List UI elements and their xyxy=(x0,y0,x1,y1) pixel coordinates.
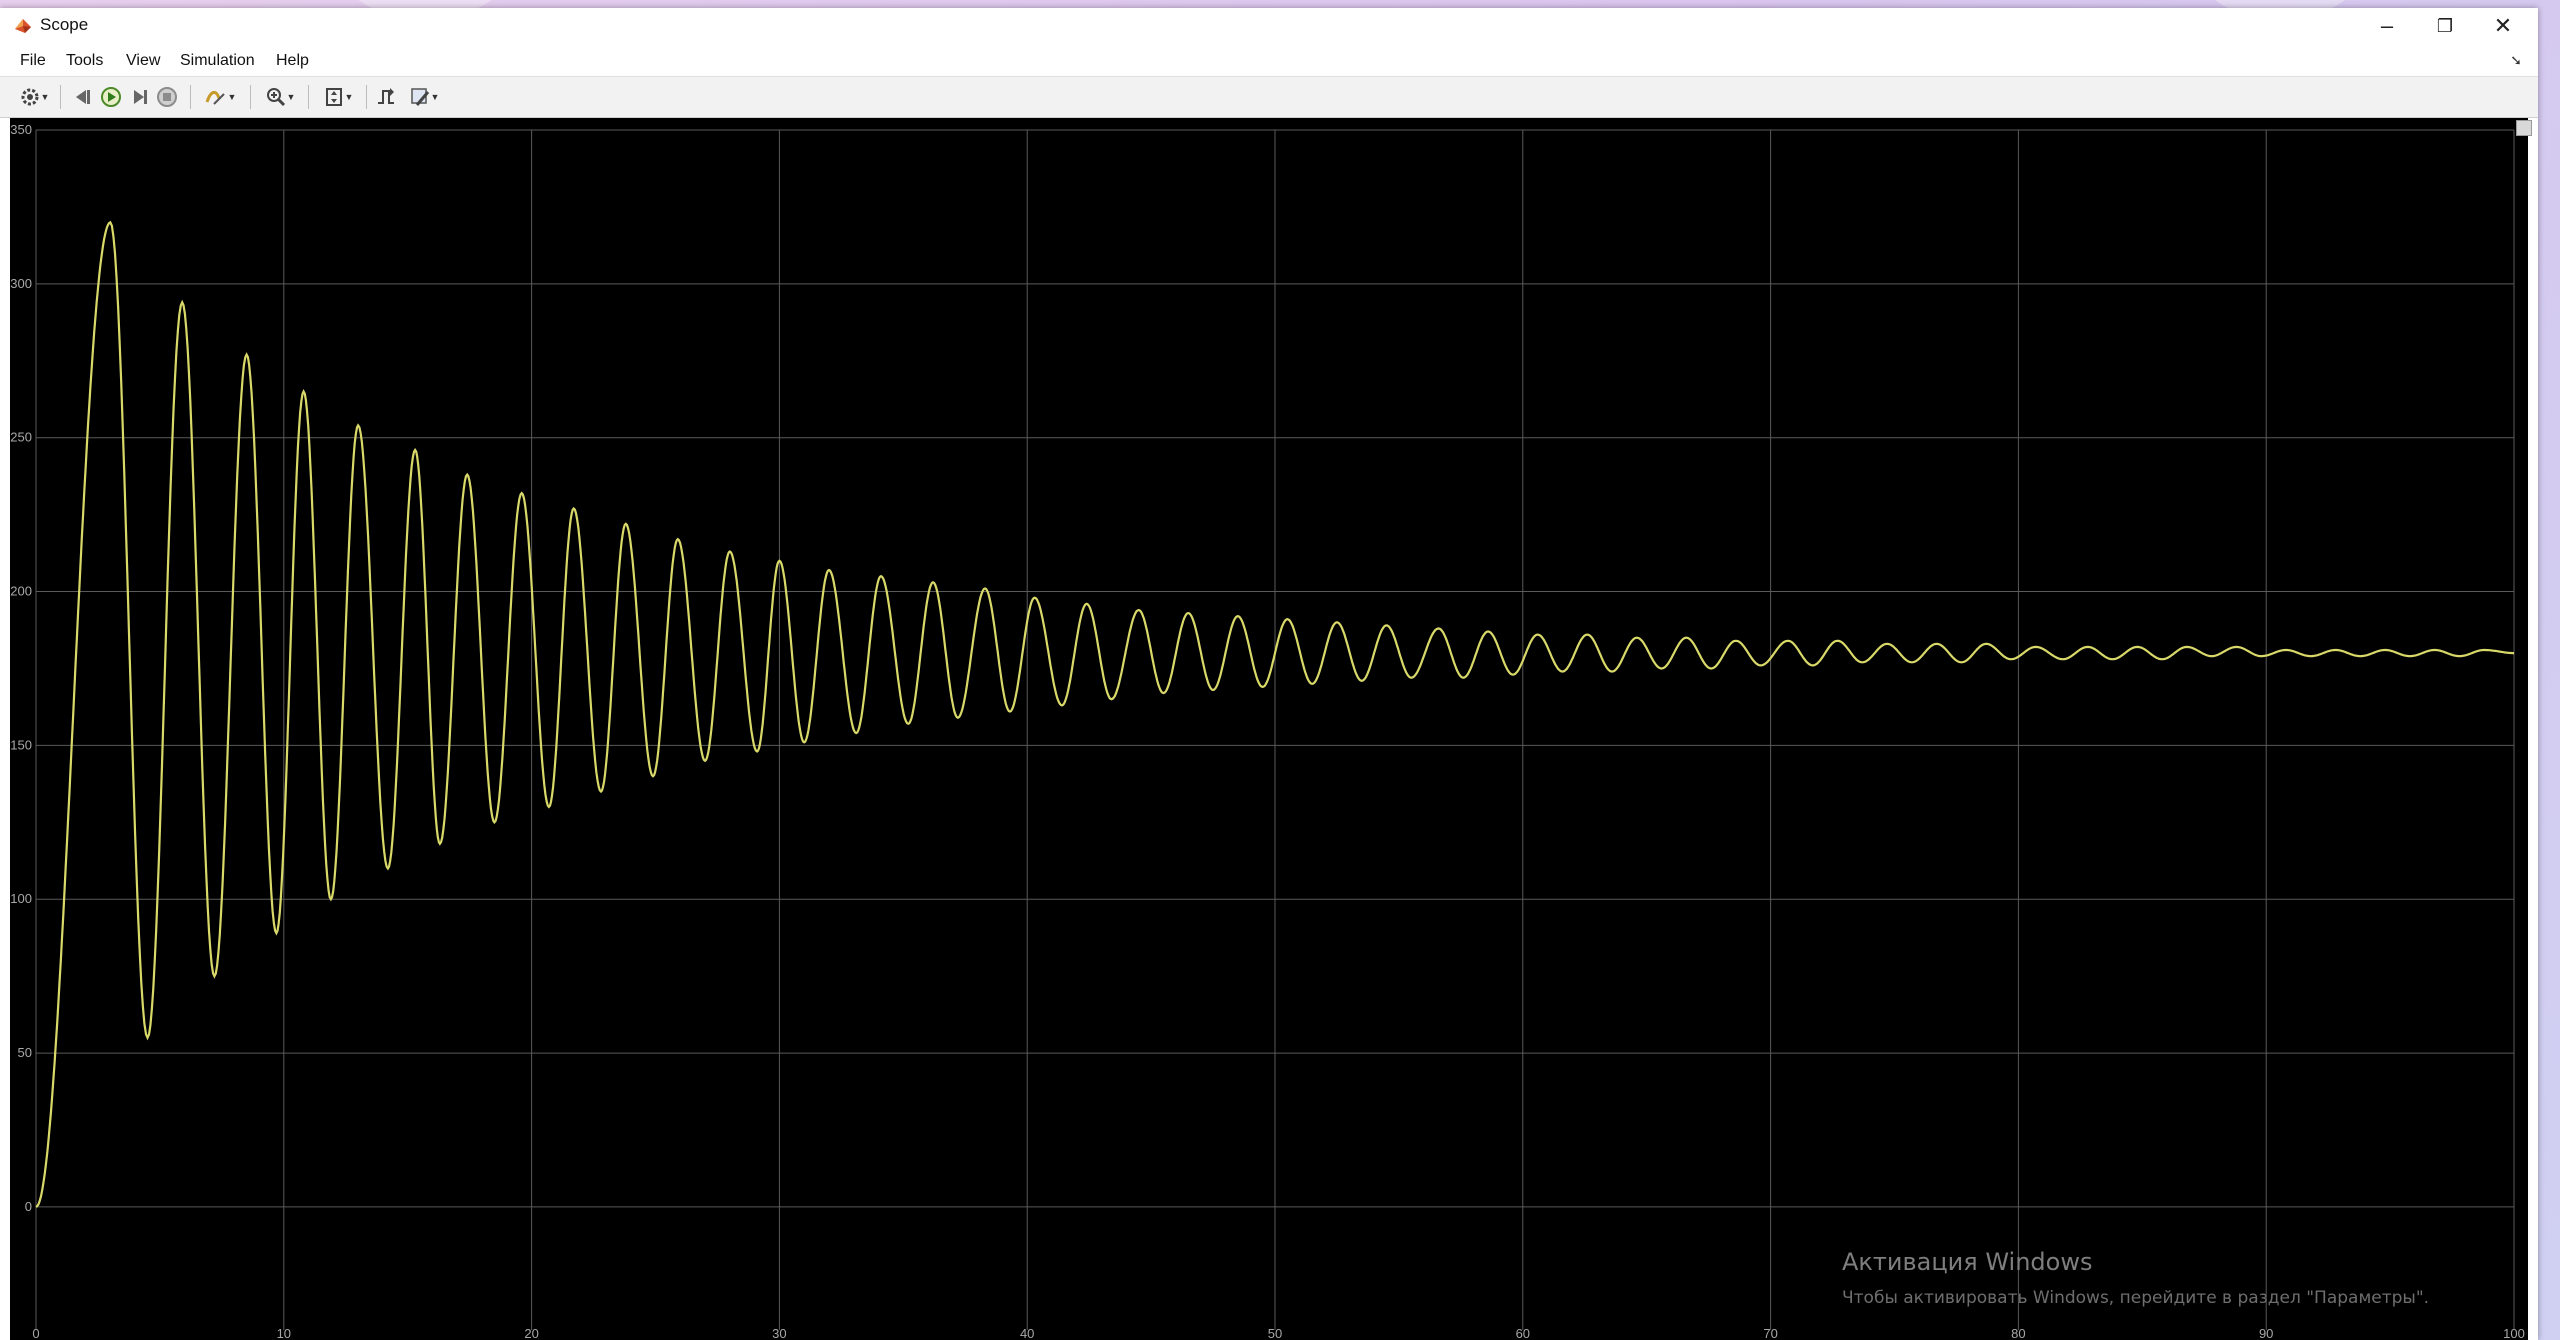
y-tick-label: 350 xyxy=(10,122,32,137)
menu-view[interactable]: View xyxy=(126,52,161,69)
toolbar-separator xyxy=(250,85,251,109)
chevron-down-icon: ▼ xyxy=(227,92,237,102)
y-tick-label: 200 xyxy=(10,584,32,599)
menu-tools[interactable]: Tools xyxy=(66,52,104,69)
toolbar-separator xyxy=(308,85,309,109)
scope-window: Scope – ❐ ✕ File Tools View Simulation H… xyxy=(0,8,2538,1340)
undock-icon[interactable]: ➘ xyxy=(2510,52,2522,68)
x-tick-label: 90 xyxy=(2259,1326,2273,1340)
x-tick-label: 60 xyxy=(1516,1326,1530,1340)
chevron-down-icon: ▼ xyxy=(344,92,354,102)
y-tick-label: 150 xyxy=(10,737,32,752)
toolbar-separator xyxy=(366,85,367,109)
chevron-down-icon: ▼ xyxy=(430,92,440,102)
x-tick-label: 0 xyxy=(32,1326,39,1340)
minimize-icon: – xyxy=(2380,13,2394,38)
close-icon: ✕ xyxy=(2493,13,2513,38)
y-tick-label: 0 xyxy=(25,1199,32,1214)
scale-axes-icon xyxy=(325,88,342,106)
chevron-down-icon: ▼ xyxy=(286,92,296,102)
toolbar-separator xyxy=(60,85,61,109)
style-button[interactable]: ▼ xyxy=(402,85,446,109)
y-tick-label: 100 xyxy=(10,891,32,906)
y-tick-label: 300 xyxy=(10,276,32,291)
toolbar: ▼ xyxy=(0,76,2538,118)
y-tick-label: 50 xyxy=(18,1045,32,1060)
tick-labels: 0 10 20 30 40 50 60 70 80 90 100 0 50 100 150 200 250 300… xyxy=(10,122,2525,1340)
title-bar[interactable]: Scope – ❐ ✕ xyxy=(0,8,2538,44)
scroll-corner xyxy=(2516,120,2532,136)
settings-icon xyxy=(21,88,39,106)
x-tick-label: 50 xyxy=(1268,1326,1282,1340)
signal-line xyxy=(35,220,2514,1208)
chevron-down-icon: ▼ xyxy=(40,92,50,102)
scope-display[interactable]: 0 10 20 30 40 50 60 70 80 90 100 0 50 100 150 200 250 300… xyxy=(10,118,2528,1340)
signal-plot[interactable]: 0 10 20 30 40 50 60 70 80 90 100 0 50 100 150 200 250 300… xyxy=(10,118,2528,1340)
restore-icon: ❐ xyxy=(2436,15,2454,36)
step-back-icon xyxy=(76,90,90,104)
step-forward-icon xyxy=(134,90,147,104)
triggers-icon xyxy=(378,88,394,104)
close-button[interactable]: ✕ xyxy=(2474,8,2532,44)
highlight-icon xyxy=(205,91,225,105)
x-tick-label: 10 xyxy=(277,1326,291,1340)
highlight-button[interactable]: ▼ xyxy=(198,85,242,109)
scale-axes-button[interactable]: ▼ xyxy=(316,85,360,109)
menu-help[interactable]: Help xyxy=(276,52,309,69)
settings-button[interactable]: ▼ xyxy=(14,85,54,109)
zoom-button[interactable]: ▼ xyxy=(258,85,302,109)
x-tick-label: 70 xyxy=(1763,1326,1777,1340)
y-tick-label: 250 xyxy=(10,430,32,445)
menu-file[interactable]: File xyxy=(20,52,46,69)
run-button[interactable] xyxy=(98,85,124,109)
step-forward-button[interactable] xyxy=(126,85,152,109)
stop-icon xyxy=(157,87,177,107)
step-back-button[interactable] xyxy=(70,85,96,109)
matlab-icon xyxy=(15,19,31,33)
window-title: Scope xyxy=(40,15,89,34)
x-tick-label: 40 xyxy=(1020,1326,1034,1340)
zoom-icon xyxy=(266,88,285,107)
style-icon xyxy=(410,88,429,106)
minimize-button[interactable]: – xyxy=(2358,8,2416,44)
x-tick-label: 100 xyxy=(2503,1326,2525,1340)
triggers-button[interactable] xyxy=(372,85,400,109)
watermark-subtitle: Чтобы активировать Windows, перейдите в … xyxy=(1842,1288,2429,1308)
maximize-button[interactable]: ❐ xyxy=(2416,8,2474,44)
stop-button[interactable] xyxy=(154,85,180,109)
run-icon xyxy=(101,87,121,107)
menu-simulation[interactable]: Simulation xyxy=(180,52,255,69)
watermark-title: Активация Windows xyxy=(1842,1248,2092,1276)
menu-bar: File Tools View Simulation Help ➘ xyxy=(0,44,2538,76)
toolbar-separator xyxy=(190,85,191,109)
x-tick-label: 80 xyxy=(2011,1326,2025,1340)
x-tick-label: 30 xyxy=(772,1326,786,1340)
x-tick-label: 20 xyxy=(524,1326,538,1340)
